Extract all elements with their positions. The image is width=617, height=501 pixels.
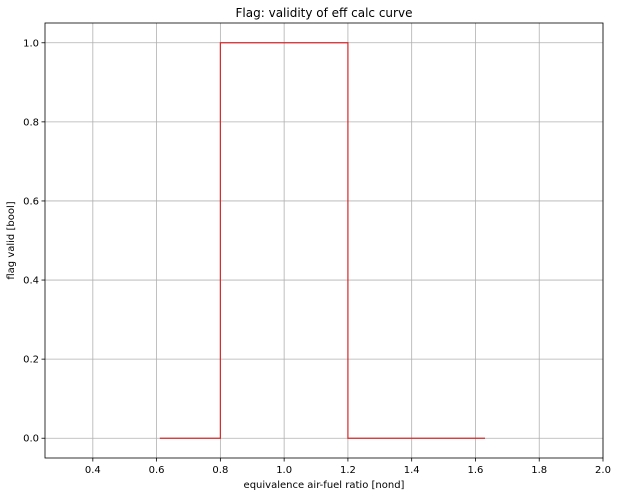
y-tick-label: 0.6 [23,196,39,207]
chart-title: Flag: validity of eff calc curve [236,6,413,20]
plot-frame [44,22,604,459]
x-tick-label: 1.6 [468,465,484,476]
x-tick-label: 2.0 [595,465,611,476]
y-tick-label: 0.8 [23,117,39,128]
x-tick-label: 1.8 [531,465,547,476]
y-tick-label: 1.0 [23,38,39,49]
x-tick-label: 1.4 [404,465,420,476]
series-layer [159,42,486,439]
y-tick-label: 0.2 [23,355,39,366]
x-tick-label: 0.6 [149,465,165,476]
x-tick-label: 0.4 [85,465,101,476]
x-tick-label: 1.0 [276,465,292,476]
x-tick-label: 0.8 [212,465,228,476]
y-tick-label: 0.4 [23,276,39,287]
ticks: 0.4 0.6 0.8 1.0 1.2 1.4 1.6 1.8 2.0 0.0 0.2 0.4 0.6 0… [23,38,611,476]
y-tick-label: 0.0 [23,434,39,445]
x-tick-label: 1.2 [340,465,356,476]
y-axis-label: flag valid [bool] [6,201,17,279]
series-line [159,42,486,439]
x-axis-label: equivalence air-fuel ratio [nond] [244,480,405,491]
